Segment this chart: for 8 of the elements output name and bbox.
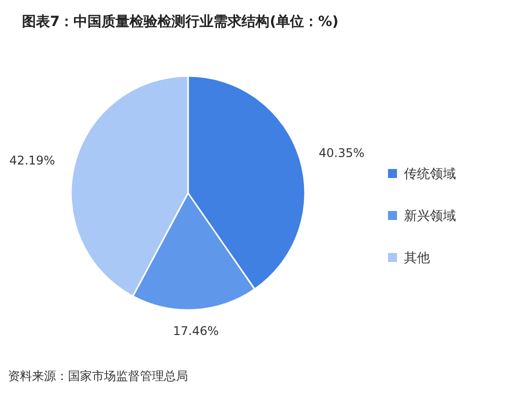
data-label: 40.35% [318,146,365,160]
legend-label: 其他 [404,251,430,266]
legend-label: 传统领域 [404,167,456,182]
data-label: 42.19% [9,154,56,168]
data-label: 17.46% [173,324,219,338]
chart-title: 图表7：中国质量检验检测行业需求结构(单位：%) [22,13,339,30]
legend-label: 新兴领域 [404,209,456,224]
text: 资料来源：国家市场监督管理总局 [8,369,188,383]
